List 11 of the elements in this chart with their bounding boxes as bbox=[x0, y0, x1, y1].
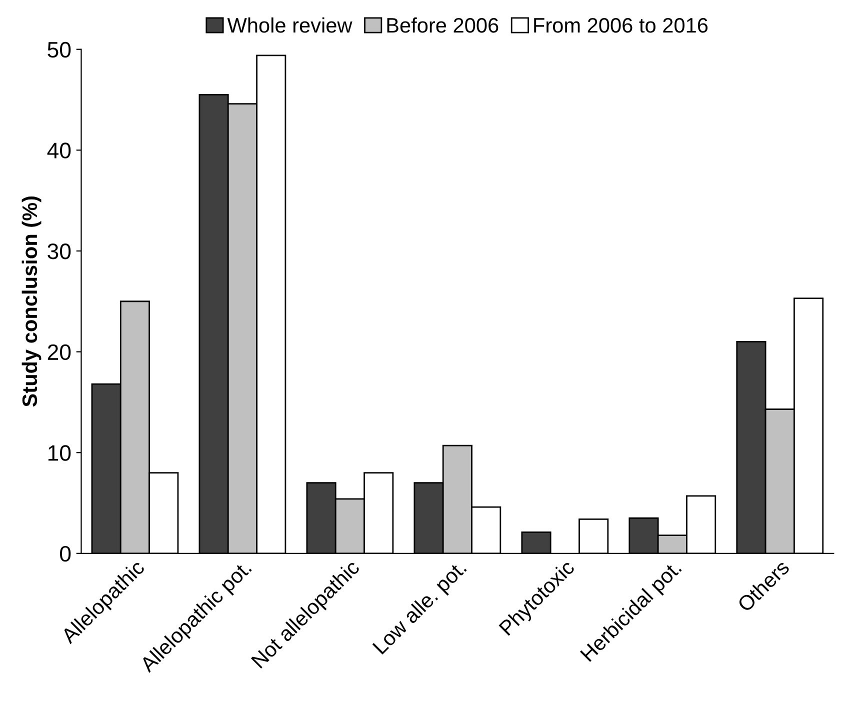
y-tick-label: 10 bbox=[48, 445, 71, 461]
legend-label: Before 2006 bbox=[387, 17, 498, 33]
y-tick-label: 30 bbox=[48, 244, 71, 260]
y-tick-label: 50 bbox=[48, 42, 71, 58]
x-tick-label: Low alle. pot. bbox=[372, 560, 470, 658]
y-axis-title: Study conclusion (%) bbox=[22, 196, 42, 407]
y-tick-label: 20 bbox=[48, 344, 71, 360]
y-tick-label: 0 bbox=[60, 546, 71, 562]
legend-label: From 2006 to 2016 bbox=[534, 18, 708, 33]
legend-label: Whole review bbox=[227, 17, 352, 33]
y-tick-label: 40 bbox=[47, 142, 71, 158]
